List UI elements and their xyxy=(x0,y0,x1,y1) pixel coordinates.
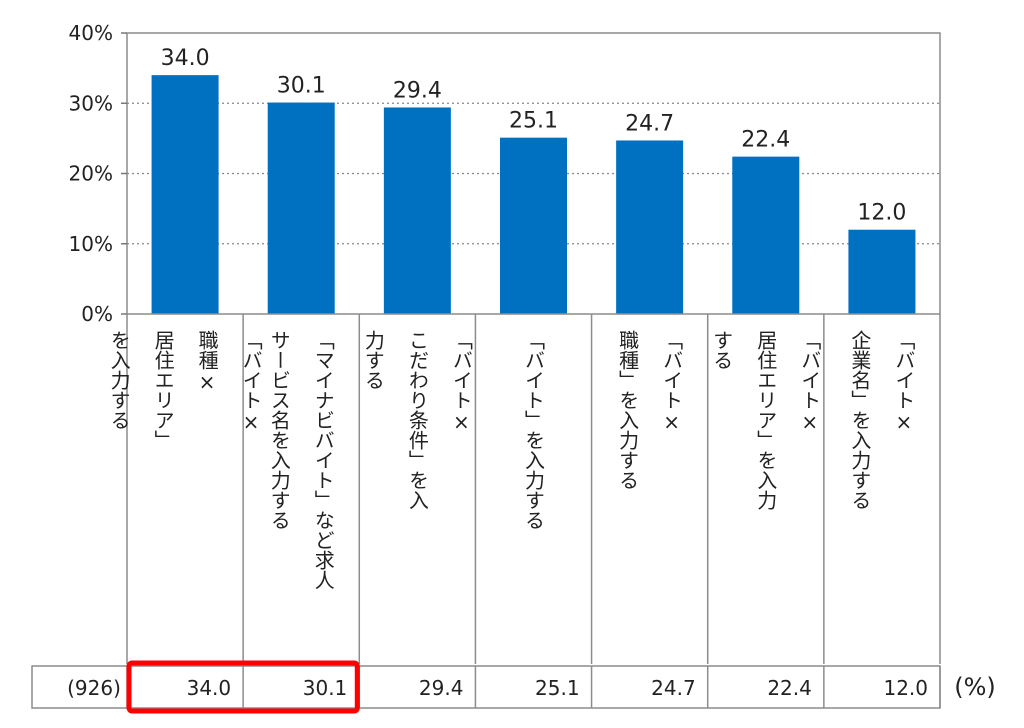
table-value: 12.0 xyxy=(883,676,928,700)
bar xyxy=(732,156,800,314)
category-label: こだわり条件」を入 xyxy=(405,330,429,510)
bar-value-label: 30.1 xyxy=(277,74,326,99)
highlight-box xyxy=(126,660,360,714)
table-value: 29.4 xyxy=(419,676,464,700)
category-label: 力する xyxy=(361,330,385,390)
y-tick-label: 20% xyxy=(69,162,113,186)
bar xyxy=(616,140,684,314)
category-label: 企業名」を入力する xyxy=(848,330,872,510)
bar xyxy=(151,75,219,315)
table-value: 30.1 xyxy=(303,676,348,700)
bar-value-label: 22.4 xyxy=(741,128,790,153)
category-label: 「バイト× xyxy=(660,330,684,434)
table-value: 25.1 xyxy=(535,676,580,700)
category-label: 職種」を入力する xyxy=(616,330,640,490)
data-table: (926) (%) 34.0 30.1 29.4 25.1 24.7 22.4 12.0 xyxy=(31,665,996,709)
bar-value-label: 25.1 xyxy=(509,109,558,134)
bar-value-label: 34.0 xyxy=(161,46,210,71)
y-tick-label: 10% xyxy=(69,232,113,256)
y-tick-label: 40% xyxy=(69,21,113,45)
sample-size-label: (926) xyxy=(67,676,121,700)
category-label: 居住エリア」 xyxy=(151,330,175,450)
category-label: を入力する xyxy=(107,330,131,430)
unit-label: (%) xyxy=(954,673,996,701)
bar xyxy=(848,229,916,314)
category-label: 「バイト」を入力する xyxy=(522,330,546,530)
category-label: 「バイト× xyxy=(449,330,473,434)
bar xyxy=(383,107,451,314)
bar-value-label: 29.4 xyxy=(393,78,442,103)
bar xyxy=(267,102,335,314)
category-label: 居住エリア」を入力 xyxy=(754,330,778,510)
highlight-rect xyxy=(126,660,360,714)
category-label: サービス名を入力する xyxy=(267,330,291,530)
table-value: 24.7 xyxy=(651,676,696,700)
y-axis: 0% 10% 20% 30% 40% xyxy=(69,21,127,326)
category-label: 「マイナビバイト」など求人 xyxy=(311,330,335,590)
bar-value-label: 12.0 xyxy=(857,201,906,226)
bar xyxy=(500,137,567,314)
category-label: 「バイト× xyxy=(798,330,822,434)
category-labels: 「バイト× 職種× 居住エリア」を入力する 「マイナビバイト」など求人サービス名を入力… xyxy=(107,314,941,664)
category-label: 「バイト× xyxy=(892,330,916,434)
category-label: 職種× xyxy=(195,330,219,394)
table-value: 34.0 xyxy=(187,676,232,700)
bars xyxy=(151,75,916,315)
value-labels: 34.0 30.1 29.4 25.1 24.7 22.4 12.0 xyxy=(161,46,907,226)
y-tick-label: 30% xyxy=(69,91,113,115)
table-value: 22.4 xyxy=(767,676,812,700)
bar-value-label: 24.7 xyxy=(625,111,674,136)
category-label: する xyxy=(710,330,734,370)
category-label: 「バイト× xyxy=(239,330,263,434)
y-tick-label: 0% xyxy=(81,302,113,326)
